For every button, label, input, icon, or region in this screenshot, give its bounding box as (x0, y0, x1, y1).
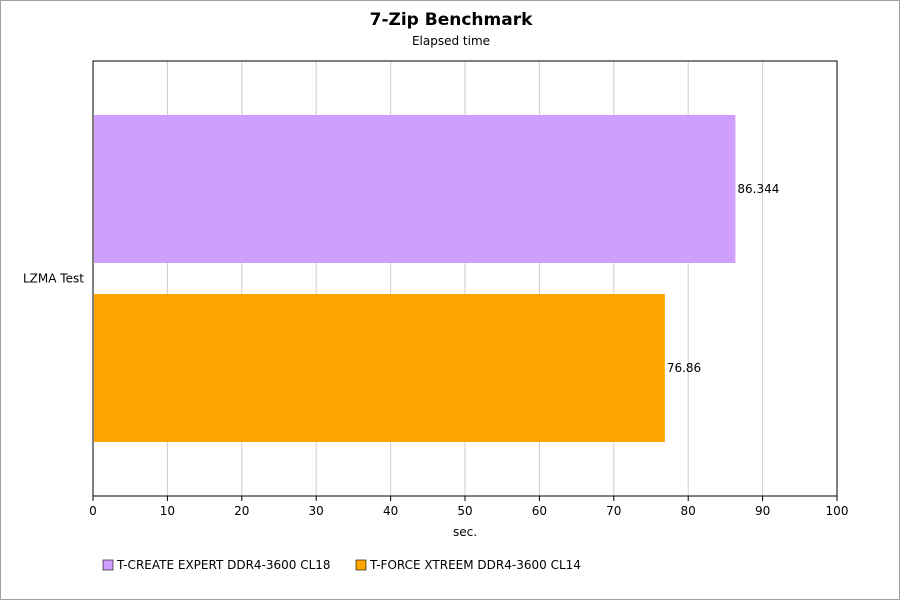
legend-label: T-FORCE XTREEM DDR4-3600 CL14 (369, 558, 581, 572)
x-tick-label: 100 (826, 504, 849, 518)
x-axis-ticks: 0 10 20 30 40 50 60 70 80 90 100 (89, 496, 848, 518)
legend-swatch (355, 559, 367, 571)
legend-label: T-CREATE EXPERT DDR4-3600 CL18 (116, 558, 331, 572)
chart-title: 7-Zip Benchmark (370, 10, 533, 30)
category-label: LZMA Test (23, 272, 84, 286)
x-tick-label: 60 (532, 504, 547, 518)
x-tick-label: 80 (681, 504, 696, 518)
legend: T-CREATE EXPERT DDR4-3600 CL18 T-FORCE XT… (102, 558, 581, 572)
legend-swatch (102, 559, 114, 571)
x-tick-label: 70 (606, 504, 621, 518)
chart-subtitle: Elapsed time (412, 34, 490, 48)
x-tick-label: 90 (755, 504, 770, 518)
data-label: 76.86 (667, 361, 701, 375)
x-tick-label: 10 (160, 504, 175, 518)
y-axis-categories: LZMA Test (23, 272, 84, 286)
x-tick-label: 30 (309, 504, 324, 518)
bar (94, 294, 665, 442)
x-axis-label: sec. (453, 525, 477, 539)
x-tick-label: 50 (457, 504, 472, 518)
x-tick-label: 40 (383, 504, 398, 518)
bars: 86.344 76.86 (94, 115, 779, 442)
x-tick-label: 20 (234, 504, 249, 518)
x-tick-label: 0 (89, 504, 97, 518)
bar (94, 115, 736, 263)
data-label: 86.344 (737, 182, 779, 196)
